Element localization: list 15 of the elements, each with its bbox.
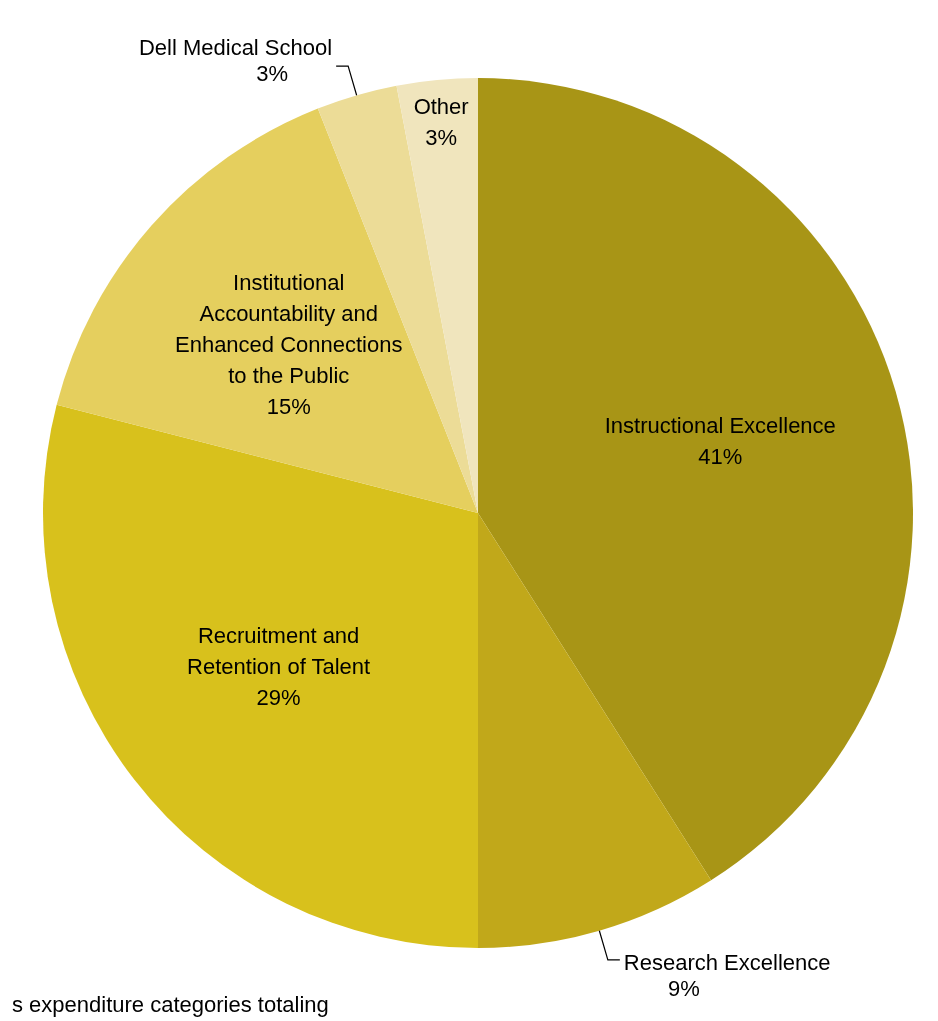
data-label: 3% xyxy=(425,124,458,150)
slice-label: Research Excellence xyxy=(623,949,831,975)
slice-label: Recruitment and Retention of Talent xyxy=(187,622,371,679)
slice-label: Instructional Excellence xyxy=(604,412,836,438)
data-label: 41% xyxy=(698,443,743,469)
text: s expenditure categories totaling xyxy=(12,992,329,1017)
slice-label: Dell Medical School xyxy=(138,34,333,60)
data-label: 9% xyxy=(667,975,700,1001)
slice-label: Other xyxy=(413,93,469,119)
data-label: 29% xyxy=(256,684,301,710)
slice-label: Institutional Accountability and Enhanced Connections to the Public xyxy=(175,269,403,388)
data-label: 3% xyxy=(256,60,289,86)
pie-slice xyxy=(478,78,913,881)
data-label: 15% xyxy=(266,393,311,419)
pie-slice xyxy=(478,513,712,948)
